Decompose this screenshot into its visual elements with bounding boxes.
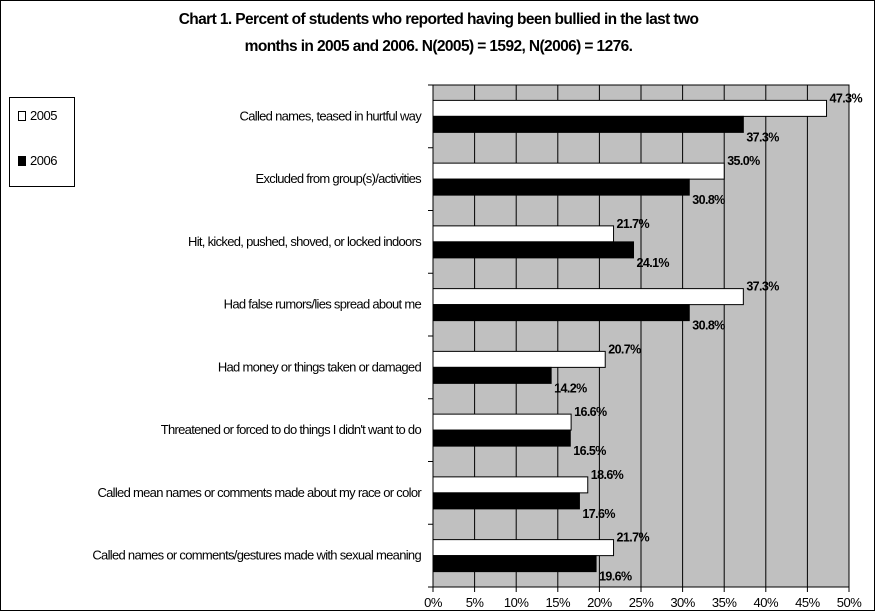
bar-2006 xyxy=(432,366,552,384)
data-label-2005: 20.7% xyxy=(608,342,641,356)
chart-title-line-2: months in 2005 and 2006. N(2005) = 1592,… xyxy=(244,38,633,55)
x-tick-label: 45% xyxy=(795,595,820,610)
x-tick-label: 50% xyxy=(837,595,862,610)
bar-2005 xyxy=(432,413,572,431)
legend-swatch-2006 xyxy=(18,155,26,166)
bar-2005 xyxy=(432,225,615,243)
data-label-2005: 16.6% xyxy=(574,405,607,419)
bar-2006 xyxy=(432,115,744,133)
data-label-2006: 30.8% xyxy=(692,193,725,207)
data-label-2005: 21.7% xyxy=(617,531,650,545)
data-label-2006: 37.3% xyxy=(746,130,779,144)
category-label: Called names, teased in hurtful way xyxy=(240,108,423,123)
x-tick-label: 0% xyxy=(424,595,443,610)
bar-2006 xyxy=(432,178,690,196)
category-label: Called mean names or comments made about… xyxy=(97,485,422,500)
legend: 2005 2006 xyxy=(9,97,75,187)
x-tick-label: 25% xyxy=(629,595,654,610)
x-tick-label: 40% xyxy=(754,595,779,610)
data-label-2005: 18.6% xyxy=(591,468,624,482)
x-tick-label: 30% xyxy=(670,595,695,610)
legend-label-2005: 2005 xyxy=(30,108,57,123)
x-tick-label: 10% xyxy=(504,595,529,610)
category-label: Hit, kicked, pushed, shoved, or locked i… xyxy=(188,234,422,249)
data-label-2006: 14.2% xyxy=(554,381,587,395)
legend-swatch-2005 xyxy=(18,110,26,121)
bar-2006 xyxy=(432,492,580,510)
x-tick-label: 5% xyxy=(466,595,485,610)
bar-2005 xyxy=(432,288,744,306)
bar-2006 xyxy=(432,241,635,259)
category-label: Had false rumors/lies spread about me xyxy=(224,297,422,312)
legend-item-2005: 2005 xyxy=(18,108,57,123)
bar-2005 xyxy=(432,162,725,180)
data-label-2005: 35.0% xyxy=(727,154,760,168)
data-label-2005: 37.3% xyxy=(746,280,779,294)
data-label-2006: 24.1% xyxy=(637,256,670,270)
plot-border xyxy=(432,84,850,588)
bar-2006 xyxy=(432,429,571,447)
bar-2005 xyxy=(432,350,606,368)
data-label-2005: 47.3% xyxy=(830,91,863,105)
x-tick-label: 15% xyxy=(546,595,571,610)
bar-2005 xyxy=(432,99,828,117)
chart-title-line-1: Chart 1. Percent of students who reporte… xyxy=(178,11,699,28)
category-label: Threatened or forced to do things I didn… xyxy=(161,422,422,437)
category-label: Excluded from group(s)/activities xyxy=(256,171,423,186)
bar-2006 xyxy=(432,304,690,322)
bar-2005 xyxy=(432,539,615,557)
data-label-2006: 19.6% xyxy=(599,570,632,584)
x-tick-label: 35% xyxy=(712,595,737,610)
data-label-2005: 21.7% xyxy=(617,217,650,231)
bar-2005 xyxy=(432,476,589,494)
category-label: Had money or things taken or damaged xyxy=(218,359,422,374)
data-label-2006: 30.8% xyxy=(692,319,725,333)
legend-label-2006: 2006 xyxy=(30,153,57,168)
category-label: Called names or comments/gestures made w… xyxy=(92,548,421,563)
data-label-2006: 17.6% xyxy=(582,507,615,521)
legend-item-2006: 2006 xyxy=(18,153,57,168)
x-tick-label: 20% xyxy=(587,595,612,610)
data-label-2006: 16.5% xyxy=(573,444,606,458)
bar-2006 xyxy=(432,555,597,573)
